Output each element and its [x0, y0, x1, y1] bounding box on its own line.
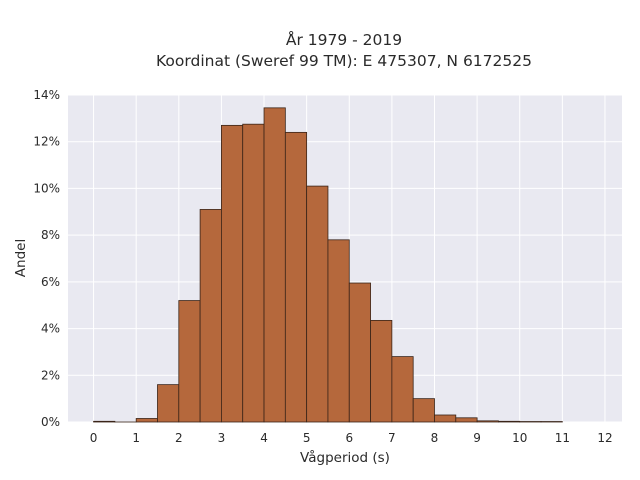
y-tick-label: 0%: [41, 415, 60, 429]
histogram-bar: [263, 107, 286, 423]
x-tick-label: 8: [431, 431, 439, 445]
x-axis-label: Vågperiod (s): [300, 449, 390, 466]
histogram-bar: [455, 417, 478, 423]
histogram-bar: [199, 209, 222, 423]
x-tick-label: 1: [132, 431, 140, 445]
y-axis-ticks: 0% 2% 4% 6% 8% 10% 12% 14%: [33, 88, 60, 429]
x-tick-label: 4: [260, 431, 268, 445]
chart-subtitle: Koordinat (Sweref 99 TM): E 475307, N 61…: [156, 52, 532, 70]
histogram-bar: [434, 414, 457, 423]
histogram-bar: [391, 356, 414, 423]
x-tick-label: 2: [175, 431, 183, 445]
y-tick-label: 14%: [33, 88, 60, 102]
histogram-bar: [178, 300, 201, 423]
histogram-bar: [135, 418, 158, 423]
x-axis-ticks: 0 1 2 3 4 5 6 7 8 9 10 11 12: [90, 431, 613, 445]
histogram-bar: [412, 398, 435, 423]
histogram-bar: [498, 420, 521, 423]
y-tick-label: 12%: [33, 135, 60, 149]
histogram-bar: [157, 384, 180, 423]
x-tick-label: 3: [218, 431, 226, 445]
x-tick-label: 10: [512, 431, 527, 445]
y-tick-label: 8%: [41, 228, 60, 242]
histogram-bar: [327, 239, 350, 423]
histogram-bar: [284, 131, 308, 423]
y-axis-label: Andel: [13, 239, 29, 277]
histogram-bar: [242, 123, 265, 423]
histogram-bar: [348, 282, 371, 423]
chart-title: År 1979 - 2019: [286, 30, 402, 49]
x-tick-label: 9: [473, 431, 481, 445]
y-tick-label: 4%: [41, 322, 60, 336]
x-tick-label: 6: [345, 431, 353, 445]
histogram-bar: [476, 420, 499, 423]
histogram-bar: [306, 185, 329, 423]
histogram-bar: [93, 420, 116, 423]
x-tick-label: 12: [597, 431, 612, 445]
y-tick-label: 6%: [41, 275, 60, 289]
y-tick-label: 2%: [41, 368, 60, 382]
histogram-bar: [221, 124, 244, 423]
bars: [93, 107, 563, 423]
x-tick-label: 11: [555, 431, 570, 445]
histogram-bar: [370, 319, 393, 423]
x-tick-label: 0: [90, 431, 98, 445]
x-tick-label: 7: [388, 431, 396, 445]
y-tick-label: 10%: [33, 181, 60, 195]
x-tick-label: 5: [303, 431, 311, 445]
